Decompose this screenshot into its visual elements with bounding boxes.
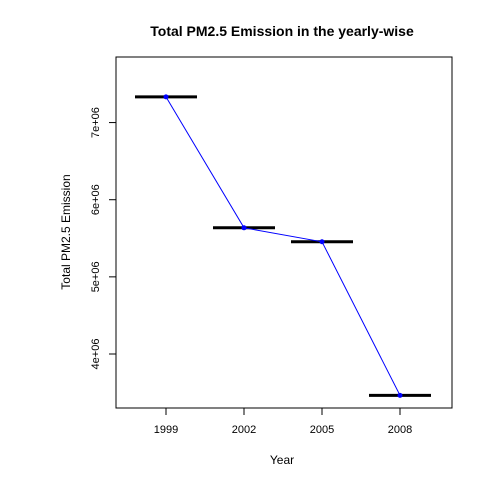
y-axis: 4e+06 5e+06 6e+06 7e+06 <box>90 107 117 370</box>
x-axis-label: Year <box>270 453 294 467</box>
y-tick-label: 4e+06 <box>90 339 102 370</box>
x-axis: 1999 2002 2005 2008 <box>154 407 412 436</box>
series-line <box>165 96 401 396</box>
x-tick-label: 2005 <box>310 424 334 436</box>
x-tick-label: 2008 <box>388 424 412 436</box>
chart-title: Total PM2.5 Emission in the yearly-wise <box>150 23 414 39</box>
data-point <box>241 225 247 231</box>
data-point <box>319 239 325 245</box>
y-axis-label: Total PM2.5 Emission <box>59 174 73 289</box>
chart-marks <box>135 94 431 398</box>
data-point <box>163 94 169 100</box>
plot-frame <box>115 56 453 409</box>
y-tick-label: 7e+06 <box>90 107 102 138</box>
x-tick-label: 2002 <box>232 424 256 436</box>
y-tick-label: 5e+06 <box>90 261 102 292</box>
data-point <box>397 392 403 398</box>
y-tick-label: 6e+06 <box>90 184 102 215</box>
x-tick-label: 1999 <box>154 424 178 436</box>
